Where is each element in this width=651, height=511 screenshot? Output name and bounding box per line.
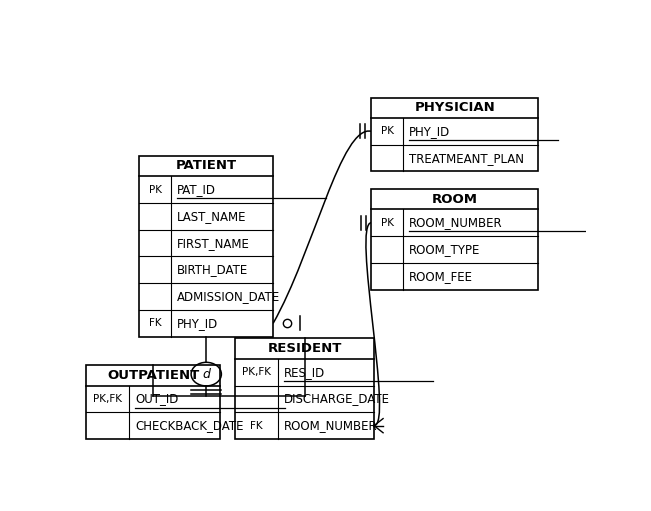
- Text: FK: FK: [148, 318, 161, 329]
- Text: PK: PK: [148, 184, 161, 195]
- Bar: [372, 98, 538, 172]
- Text: ADMISSION_DATE: ADMISSION_DATE: [176, 290, 280, 303]
- Text: RESIDENT: RESIDENT: [268, 342, 342, 355]
- Text: TREATMEANT_PLAN: TREATMEANT_PLAN: [409, 152, 524, 165]
- Text: OUTPATIENT: OUTPATIENT: [107, 369, 199, 382]
- Text: PK: PK: [381, 218, 394, 227]
- Text: DISCHARGE_DATE: DISCHARGE_DATE: [284, 392, 390, 405]
- Text: BIRTH_DATE: BIRTH_DATE: [176, 263, 248, 276]
- Text: FIRST_NAME: FIRST_NAME: [176, 237, 249, 249]
- Text: FK: FK: [251, 421, 263, 431]
- Text: OUT_ID: OUT_ID: [135, 392, 179, 405]
- Text: CHECKBACK_DATE: CHECKBACK_DATE: [135, 419, 244, 432]
- Text: d: d: [202, 367, 210, 381]
- Text: LAST_NAME: LAST_NAME: [176, 210, 246, 223]
- Text: RES_ID: RES_ID: [284, 366, 326, 379]
- Text: PK,FK: PK,FK: [93, 394, 122, 404]
- Text: ROOM: ROOM: [432, 193, 478, 205]
- Bar: [235, 338, 374, 439]
- Text: PK,FK: PK,FK: [242, 367, 271, 377]
- Text: ROOM_NUMBER: ROOM_NUMBER: [284, 419, 378, 432]
- Text: ROOM_FEE: ROOM_FEE: [409, 270, 473, 283]
- Bar: [87, 365, 220, 439]
- Text: PHYSICIAN: PHYSICIAN: [414, 101, 495, 114]
- Bar: [372, 189, 538, 290]
- Text: PAT_ID: PAT_ID: [176, 183, 215, 196]
- Text: PATIENT: PATIENT: [176, 159, 237, 173]
- Text: PHY_ID: PHY_ID: [176, 317, 218, 330]
- Bar: [139, 156, 273, 337]
- Text: ROOM_NUMBER: ROOM_NUMBER: [409, 216, 503, 229]
- Text: PK: PK: [381, 126, 394, 136]
- Text: ROOM_TYPE: ROOM_TYPE: [409, 243, 480, 256]
- Text: PHY_ID: PHY_ID: [409, 125, 450, 138]
